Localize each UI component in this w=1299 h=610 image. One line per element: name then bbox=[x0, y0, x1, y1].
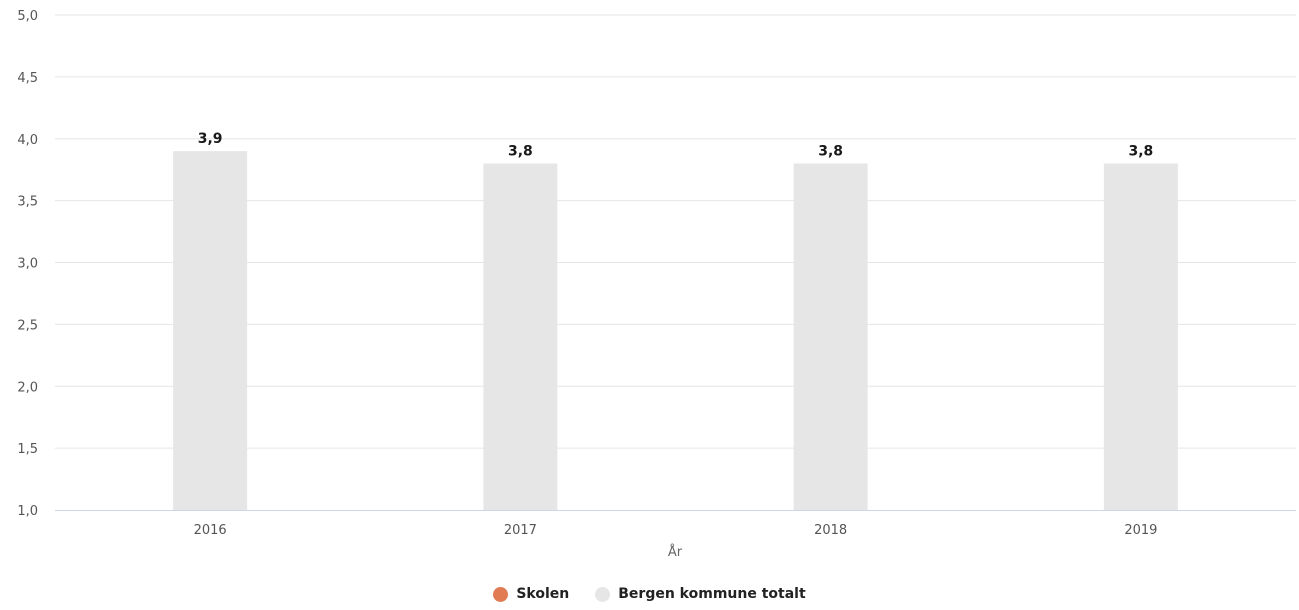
data-label-2016: 3,9 bbox=[198, 131, 223, 147]
bar-bergen-kommune-totalt-2018[interactable] bbox=[793, 163, 868, 511]
y-tick-label: 3,5 bbox=[17, 195, 38, 210]
x-tick-label-2019: 2019 bbox=[1124, 523, 1157, 538]
bars bbox=[173, 151, 1178, 510]
y-tick-label: 4,5 bbox=[17, 71, 38, 86]
y-tick-label: 5,0 bbox=[17, 9, 38, 24]
x-axis-title: År bbox=[668, 544, 683, 560]
x-tick-label-2017: 2017 bbox=[504, 523, 537, 538]
y-tick-label: 2,5 bbox=[17, 318, 38, 333]
gridlines bbox=[55, 14, 1296, 449]
x-tick-label-2018: 2018 bbox=[814, 523, 847, 538]
y-tick-label: 2,0 bbox=[17, 380, 38, 395]
bar-chart: 1,0 1,5 2,0 2,5 3,0 3,5 4,0 4,5 5,0 2016 2017 2018… bbox=[17, 9, 1296, 560]
legend-label-skolen: Skolen bbox=[516, 586, 570, 602]
bar-bergen-kommune-totalt-2016[interactable] bbox=[173, 151, 248, 510]
y-tick-label: 1,5 bbox=[17, 442, 38, 457]
legend-label-bergen-kommune-totalt: Bergen kommune totalt bbox=[618, 586, 806, 602]
data-label-2019: 3,8 bbox=[1128, 144, 1153, 160]
legend-swatch-bergen-kommune-totalt bbox=[595, 586, 611, 602]
bar-bergen-kommune-totalt-2019[interactable] bbox=[1103, 163, 1178, 511]
y-axis-ticks: 1,0 1,5 2,0 2,5 3,0 3,5 4,0 4,5 5,0 bbox=[17, 9, 38, 519]
data-label-2017: 3,8 bbox=[508, 144, 533, 160]
y-tick-label: 4,0 bbox=[17, 133, 38, 148]
legend-swatch-skolen bbox=[493, 586, 509, 602]
data-label-2018: 3,8 bbox=[818, 144, 843, 160]
legend: Skolen Bergen kommune totalt bbox=[0, 584, 1299, 604]
legend-item-bergen-kommune-totalt[interactable]: Bergen kommune totalt bbox=[595, 586, 806, 602]
x-axis-ticks: 2016 2017 2018 2019 bbox=[194, 523, 1158, 538]
y-tick-label: 3,0 bbox=[17, 257, 38, 272]
data-labels: 3,9 3,8 3,8 3,8 bbox=[198, 131, 1154, 159]
bar-bergen-kommune-totalt-2017[interactable] bbox=[483, 163, 558, 511]
legend-item-skolen[interactable]: Skolen bbox=[493, 586, 569, 602]
x-tick-label-2016: 2016 bbox=[194, 523, 227, 538]
y-tick-label: 1,0 bbox=[17, 504, 38, 519]
